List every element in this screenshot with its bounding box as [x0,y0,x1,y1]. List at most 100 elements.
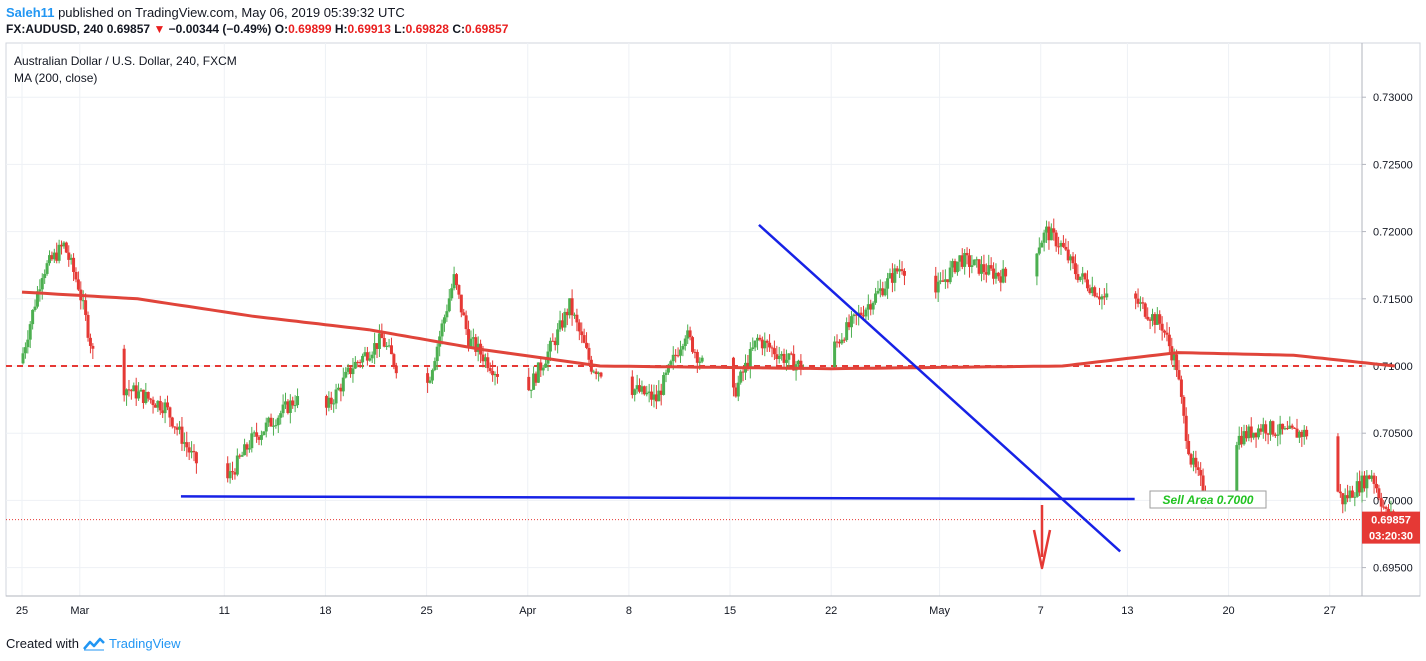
candle-body [286,401,290,413]
time-axis[interactable]: 25 Mar 11 18 25 Apr 8 15 22 May 7 13 20 27 [16,605,1336,617]
candle-body [792,353,796,371]
candle-body [1153,314,1157,325]
candle-body [276,417,280,426]
candle-body [447,298,451,312]
candle-body [1184,415,1188,441]
candle-body [284,401,288,405]
candle-body [233,472,237,475]
candle-body [849,316,853,328]
support-trendline[interactable] [180,495,1135,501]
candle-body [852,314,856,317]
candle-body [327,397,331,408]
candle-body [60,244,64,247]
candle-body [72,257,76,272]
candle-body [1269,421,1273,435]
candle-body [194,452,198,464]
candle-body [876,290,880,294]
candle-body [1182,396,1186,416]
candle-body [1264,424,1268,434]
candle-body [765,340,769,343]
candle-body [259,434,263,440]
candle-body [1134,293,1138,299]
candle-body [1194,457,1198,468]
candle-body [334,389,338,404]
candle-body [999,276,1003,283]
candle-body [50,255,54,260]
sell-area-annotation[interactable]: Sell Area 0.7000 [1149,490,1267,509]
candle-body [139,389,143,392]
candle-body [245,444,249,450]
candle-body [1377,488,1381,499]
candle-body [599,372,603,377]
candle-body [52,252,56,260]
candle-body [575,314,579,323]
candle-body [339,387,343,392]
candle-body [955,261,959,273]
high-value: 0.69913 [347,22,391,36]
ma-200-line[interactable] [21,290,1395,371]
candle-body [262,431,266,435]
open-value: 0.69899 [288,22,332,36]
candle-body [736,382,740,397]
candle-body [481,354,485,362]
candle-body [430,370,434,381]
candle-body [1362,475,1366,489]
candle-body [1078,276,1082,281]
candle-body [565,311,569,316]
candle-body [69,257,73,260]
candle-body [1367,475,1371,479]
y-tick-label: 0.70500 [1373,428,1413,440]
candle-body [64,242,68,253]
tradingview-link[interactable]: TradingView [108,636,181,651]
candle-body [898,269,902,272]
candle-body [864,309,868,317]
candle-body [883,288,887,296]
candle-body [361,355,365,363]
author-name[interactable]: Saleh11 [6,5,55,20]
candle-body [1242,431,1246,445]
candle-body [878,288,882,291]
candle-body [269,417,273,427]
candle-body [1271,421,1275,435]
candle-body [1276,434,1280,436]
candle-body [33,306,37,310]
candle-body [1045,226,1049,233]
candle-body [370,354,374,359]
sell-area-box [1149,490,1267,509]
candle-body [1187,440,1191,455]
candle-body [688,330,692,338]
low-value: 0.69828 [405,22,449,36]
candle-body [532,373,536,390]
candle-body [474,337,478,352]
x-tick-label: 18 [319,605,331,617]
candle-body [363,352,367,356]
price-axis[interactable]: 0.730000.725000.720000.715000.710000.705… [1362,92,1413,575]
indicator-label[interactable]: MA (200, close) [14,71,97,85]
candle-body [686,330,690,339]
candle-body [664,372,668,375]
candle-body [763,340,767,349]
candle-body [582,335,586,343]
high-label: H: [334,22,348,36]
candle-body [544,363,548,368]
candle-body [739,371,743,383]
downtrend-line[interactable] [758,223,1122,553]
candle-body [683,338,687,347]
candle-body [958,255,962,262]
candle-body [81,300,85,302]
candle-body [654,394,658,402]
candle-body [368,358,372,361]
candle-body [594,371,598,375]
candle-body [768,342,772,348]
candle-body [31,309,35,325]
candle-body [963,252,967,267]
candle-body [842,339,846,341]
candle-body [1076,274,1080,281]
candle-body [84,300,88,315]
candle-body [1281,423,1285,430]
candle-body [936,281,940,293]
candle-body [1256,428,1260,438]
candle-body [676,355,680,357]
candle-body [902,271,906,276]
